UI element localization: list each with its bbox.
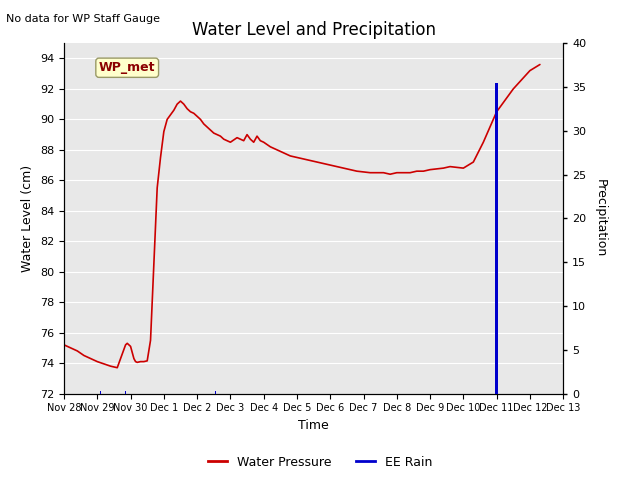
Y-axis label: Precipitation: Precipitation (594, 179, 607, 258)
Bar (215, 391, 216, 394)
Legend: Water Pressure, EE Rain: Water Pressure, EE Rain (203, 451, 437, 474)
Bar (100, 391, 101, 394)
Text: No data for WP Staff Gauge: No data for WP Staff Gauge (6, 14, 161, 24)
Text: WP_met: WP_met (99, 61, 156, 74)
Bar (495, 83, 498, 394)
X-axis label: Time: Time (298, 419, 329, 432)
Title: Water Level and Precipitation: Water Level and Precipitation (191, 21, 436, 39)
Y-axis label: Water Level (cm): Water Level (cm) (22, 165, 35, 272)
Bar (125, 391, 126, 394)
